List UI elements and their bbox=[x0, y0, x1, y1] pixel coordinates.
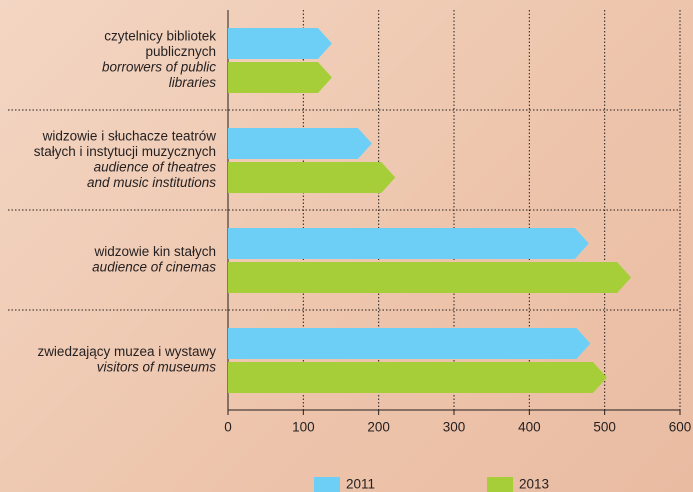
x-tick-label: 500 bbox=[593, 420, 616, 435]
category-label-en: borrowers of public bbox=[102, 59, 216, 74]
category-label-en: libraries bbox=[169, 75, 217, 90]
x-tick-label: 100 bbox=[292, 420, 315, 435]
category-label-en: audience of cinemas bbox=[92, 259, 216, 274]
legend-label: 2011 bbox=[346, 477, 375, 492]
category-label-en: audience of theatres bbox=[94, 159, 217, 174]
category-label: publicznych bbox=[145, 44, 216, 59]
bar bbox=[228, 62, 332, 93]
bar bbox=[228, 28, 332, 59]
category-label: widzowie kin stałych bbox=[93, 244, 216, 259]
legend-swatch bbox=[487, 477, 513, 492]
category-label: stałych i instytucji muzycznych bbox=[34, 144, 216, 159]
x-tick-label: 600 bbox=[669, 420, 692, 435]
x-tick-label: 0 bbox=[224, 420, 232, 435]
bar bbox=[228, 262, 632, 293]
category-label: czytelnicy bibliotek bbox=[104, 28, 216, 43]
bar bbox=[228, 128, 372, 159]
x-tick-label: 300 bbox=[443, 420, 466, 435]
bar bbox=[228, 362, 607, 393]
x-tick-label: 400 bbox=[518, 420, 541, 435]
category-label-en: and music institutions bbox=[87, 175, 216, 190]
bar bbox=[228, 228, 589, 259]
category-label-en: visitors of museums bbox=[97, 359, 217, 374]
category-label: zwiedzający muzea i wystawy bbox=[37, 344, 216, 359]
legend-swatch bbox=[314, 477, 340, 492]
x-tick-label: 200 bbox=[367, 420, 390, 435]
bar bbox=[228, 162, 396, 193]
legend-label: 2013 bbox=[519, 477, 549, 492]
category-label: widzowie i słuchacze teatrów bbox=[42, 128, 217, 143]
bar bbox=[228, 328, 591, 359]
